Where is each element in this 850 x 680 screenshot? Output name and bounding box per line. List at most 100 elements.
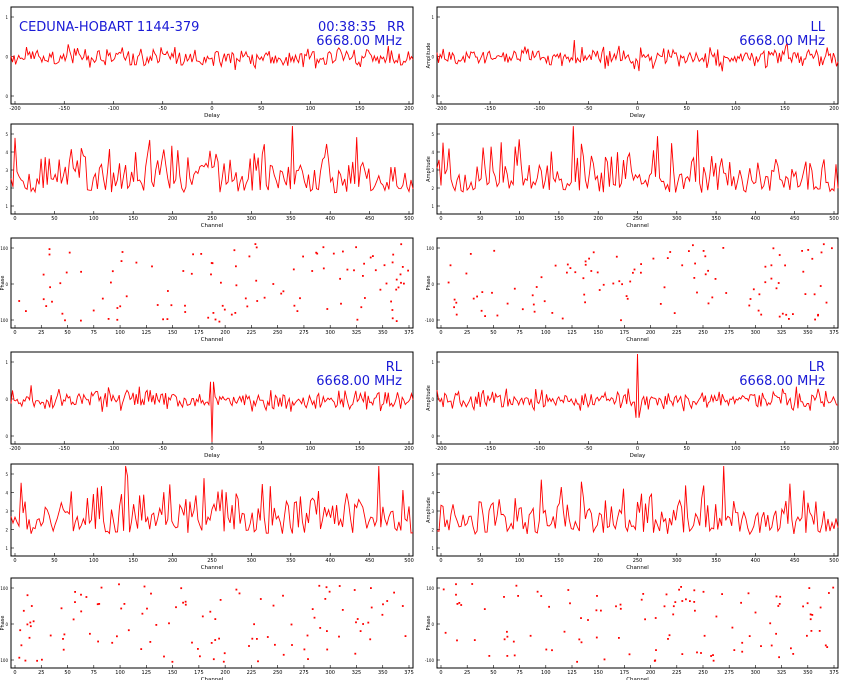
phase-point-rr-phase (110, 281, 112, 284)
x-tick-label-ll-phase: 75 (516, 330, 522, 336)
phase-point-ll-phase (807, 249, 810, 251)
phase-point-rl-phase (149, 641, 152, 643)
phase-point-rl-phase (291, 644, 293, 646)
x-tick-label-rl-amp: 200 (168, 558, 178, 564)
phase-point-rr-phase (192, 253, 194, 256)
x-tick-label-rl-delay: 0 (210, 446, 213, 452)
phase-point-lr-phase (548, 605, 550, 608)
phase-point-rl-phase (100, 586, 103, 589)
phase-point-lr-phase (810, 630, 813, 632)
phase-point-rr-phase (119, 305, 122, 308)
x-tick-label-lr-amp: 150 (554, 558, 564, 564)
phase-point-ll-phase (582, 277, 585, 280)
y-tick-label-ll-phase: 100 (426, 246, 434, 251)
phase-point-ll-phase (472, 297, 475, 300)
x-tick-label-rl-amp: 0 (13, 558, 16, 564)
phase-point-ll-phase (711, 296, 714, 299)
x-tick-label-rr-delay: -50 (159, 106, 167, 112)
x-tick-label-lr-phase: 75 (516, 670, 522, 676)
phase-point-rl-phase (199, 655, 201, 658)
phase-point-ll-phase (822, 243, 825, 246)
phase-point-ll-phase (531, 294, 534, 297)
x-tick-label-rr-phase: 175 (194, 330, 204, 336)
phase-point-rl-phase (80, 593, 82, 596)
phase-point-rl-phase (354, 652, 357, 655)
phase-point-rr-phase (246, 305, 249, 308)
x-axis-label-lr-delay: Delay (630, 453, 647, 459)
phase-point-lr-phase (595, 609, 598, 612)
phase-point-rr-phase (116, 307, 119, 309)
phase-point-rl-phase (24, 659, 27, 662)
phase-point-ll-phase (811, 257, 814, 260)
y-tick-label-ll-amp: 3 (431, 168, 434, 173)
phase-point-ll-phase (707, 302, 710, 305)
phase-point-ll-phase (496, 314, 499, 317)
phase-point-rl-phase (85, 596, 88, 598)
phase-point-rr-phase (364, 297, 366, 299)
phase-point-rr-phase (120, 260, 123, 262)
y-tick-label-rr-phase: 0 (5, 282, 8, 287)
phase-point-lr-phase (640, 598, 643, 601)
phase-point-rl-phase (326, 648, 329, 651)
phase-point-rl-phase (29, 625, 32, 628)
x-tick-label-lr-amp: 200 (593, 558, 603, 564)
x-tick-label-rl-phase: 150 (168, 670, 178, 676)
phase-point-rr-phase (296, 310, 299, 312)
phase-point-rl-phase (116, 635, 118, 638)
y-tick-label-rr-amp: 2 (5, 186, 8, 191)
phase-point-rr-phase (207, 316, 210, 319)
phase-point-lr-phase (680, 586, 682, 588)
x-tick-label-rr-phase: 0 (13, 330, 16, 336)
phase-point-rr-phase (374, 269, 377, 272)
phase-point-ll-phase (764, 281, 767, 284)
x-tick-label-rr-delay: 50 (258, 106, 264, 112)
phase-point-ll-phase (692, 244, 694, 247)
phase-point-ll-phase (455, 301, 458, 304)
phase-point-lr-phase (456, 603, 459, 605)
phase-point-lr-phase (587, 619, 589, 621)
x-tick-label-lr-phase: 325 (777, 670, 787, 676)
panel-frame-ll-phase (436, 237, 839, 329)
x-tick-label-rl-phase: 50 (64, 670, 70, 676)
y-tick-label-ll-delay: 0 (431, 94, 434, 99)
phase-point-ll-phase (788, 318, 790, 320)
x-tick-label-rl-phase: 0 (13, 670, 16, 676)
freq-label-rr: 6668.00 MHz (316, 34, 402, 49)
phase-point-rr-phase (339, 277, 341, 280)
x-tick-label-ll-delay: 100 (731, 106, 741, 112)
phase-point-rr-phase (362, 275, 364, 277)
y-tick-label-lr-amp: 4 (431, 491, 434, 496)
phase-point-rr-phase (18, 300, 21, 302)
phase-point-lr-phase (731, 626, 734, 629)
y-tick-label-rl-amp: 5 (5, 472, 8, 477)
phase-point-rr-phase (292, 268, 295, 271)
x-tick-label-rl-delay: 100 (306, 446, 316, 452)
x-axis-label-rr-delay: Delay (204, 113, 221, 119)
y-axis-label-rr-phase: Phase (0, 276, 6, 291)
phase-point-rl-phase (140, 648, 143, 650)
phase-point-ll-phase (569, 267, 572, 269)
phase-point-ll-phase (696, 291, 698, 294)
y-tick-label-lr-amp: 3 (431, 509, 434, 514)
x-tick-label-ll-phase: 300 (751, 330, 761, 336)
x-tick-label-rr-amp: 450 (365, 216, 375, 222)
phase-point-rr-phase (395, 320, 398, 322)
phase-point-ll-phase (775, 287, 778, 290)
x-tick-label-lr-amp: 400 (751, 558, 761, 564)
phase-point-lr-phase (775, 595, 778, 598)
phase-point-rr-phase (379, 288, 382, 291)
phase-point-rl-phase (218, 637, 220, 640)
x-tick-label-ll-phase: 200 (646, 330, 656, 336)
phase-point-lr-phase (506, 655, 509, 657)
phase-point-rl-phase (381, 613, 384, 616)
phase-point-lr-phase (693, 601, 696, 603)
phase-point-rl-phase (238, 592, 241, 595)
phase-point-ll-phase (704, 273, 707, 276)
phase-point-lr-phase (769, 622, 772, 625)
x-tick-label-ll-amp: 350 (711, 216, 721, 222)
x-tick-label-ll-phase: 375 (829, 330, 839, 336)
y-axis-label-ll-amp: Amplitude (426, 156, 432, 182)
phase-point-lr-phase (819, 606, 822, 609)
y-tick-label-rr-phase: 100 (0, 246, 8, 251)
phase-point-ll-phase (554, 264, 557, 267)
